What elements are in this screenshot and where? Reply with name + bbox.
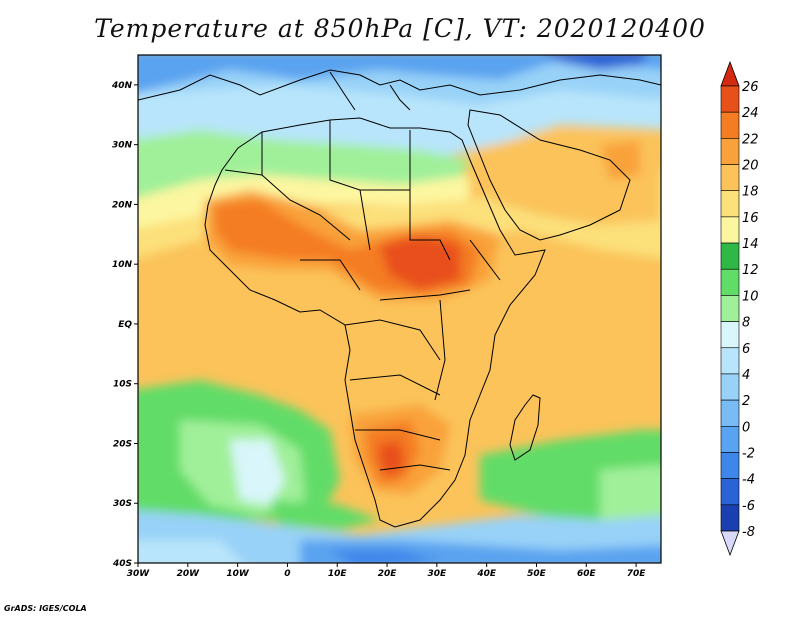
lat-tick-label: EQ (118, 320, 132, 330)
longitude-axis: 30W 20W 10W 0 10E 20E 30E 40E 50E 60E 70E (127, 563, 647, 579)
colorbar-swatch (720, 190, 740, 218)
colorbar-swatch (720, 164, 740, 192)
colorbar-label: 16 (742, 211, 759, 226)
temperature-field (138, 55, 661, 563)
colorbar-swatch (720, 242, 740, 270)
lat-tick-label: 40N (111, 81, 133, 91)
colorbar-label: -8 (742, 525, 755, 540)
colorbar-label: 14 (742, 237, 759, 252)
colorbar-label: -2 (742, 446, 755, 461)
colorbar-label: 24 (742, 106, 759, 121)
map-title: Temperature at 850hPa [C], VT: 202012040… (94, 14, 706, 43)
colorbar-swatch (720, 504, 740, 532)
colorbar-swatch (720, 321, 740, 349)
lon-tick-label: 40E (476, 569, 497, 579)
colorbar-swatch (720, 216, 740, 244)
colorbar-label: 8 (742, 316, 750, 331)
lon-tick-label: 30W (127, 569, 151, 579)
lat-tick-label: 30S (113, 499, 132, 509)
lat-tick-label: 20S (113, 439, 132, 449)
colorbar-swatch (720, 347, 740, 375)
lon-tick-label: 10W (226, 569, 250, 579)
colorbar-label: 18 (742, 185, 759, 200)
colorbar-label: 20 (742, 159, 759, 174)
colorbar-swatch (720, 452, 740, 479)
lon-tick-label: 50E (527, 569, 547, 579)
colorbar-label: 10 (742, 289, 759, 304)
colorbar-label: -6 (742, 499, 755, 514)
plot-frame (137, 54, 662, 564)
colorbar-label: -4 (742, 473, 755, 488)
colorbar-label: 26 (742, 80, 759, 95)
colorbar-label: 0 (742, 420, 750, 435)
coastline-overlay (138, 69, 661, 528)
colorbar-swatch (720, 373, 740, 401)
colorbar-swatch (720, 268, 740, 296)
lon-tick-label: 20E (378, 569, 398, 579)
colorbar-swatch (720, 111, 740, 139)
lat-tick-label: 10N (112, 260, 133, 270)
lat-tick-label: 30N (112, 141, 133, 151)
lat-tick-label: 10S (113, 380, 132, 390)
colorbar-label: 12 (742, 263, 759, 278)
lon-tick-label: 10E (328, 569, 348, 579)
colorbar-label: 4 (742, 368, 750, 383)
colorbar-under-arrow (720, 530, 740, 557)
lon-tick-label: 0 (284, 569, 290, 579)
colorbar-over-arrow (720, 60, 740, 87)
colorbar-label: 2 (742, 394, 750, 409)
colorbar-swatch (720, 478, 740, 506)
lon-tick-label: 60E (577, 569, 597, 579)
lon-tick-label: 70E (627, 569, 647, 579)
colorbar-swatch (720, 138, 740, 165)
lat-tick-label: 40S (112, 559, 132, 569)
credit-text: GrADS: IGES/COLA (4, 604, 87, 613)
lon-tick-label: 30E (428, 569, 448, 579)
colorbar-swatch (720, 295, 740, 322)
lat-tick-label: 20N (112, 200, 133, 210)
lon-tick-label: 20W (177, 569, 201, 579)
colorbar-swatch (720, 399, 740, 427)
colorbar-label: 6 (742, 342, 750, 357)
colorbar-swatch (720, 85, 740, 113)
latitude-axis: 40N 30N 20N 10N EQ 10S 20S 30S 40S (111, 81, 138, 569)
colorbar-swatch (720, 425, 740, 453)
colorbar-label: 22 (742, 132, 759, 147)
